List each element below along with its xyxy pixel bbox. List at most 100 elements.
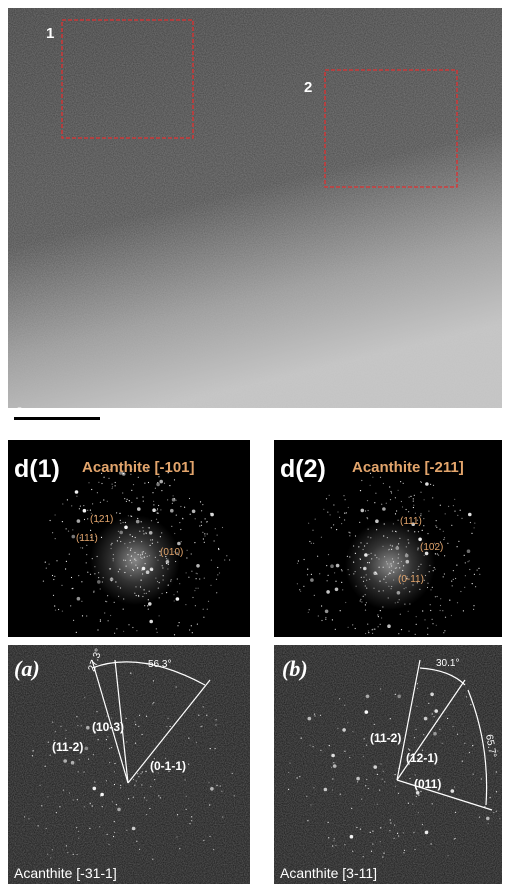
fft-spot: [134, 721, 135, 722]
fft-spot: [59, 806, 60, 807]
fft-spot: [135, 743, 136, 744]
fft-spot: [467, 549, 471, 553]
fft-spot: [88, 759, 89, 760]
fft-spot: [326, 565, 327, 566]
fft-spot: [423, 525, 424, 526]
fft-spot: [388, 549, 389, 550]
fft-spot: [123, 598, 124, 599]
fft-spot: [175, 500, 176, 501]
fft-spot: [71, 577, 72, 578]
fft-spot: [313, 543, 314, 544]
fft-spot: [114, 821, 115, 822]
fft-spot: [375, 519, 379, 523]
fft-spot: [427, 533, 428, 534]
fft-spot: [108, 844, 109, 845]
fft-spot: [312, 530, 313, 531]
fft-spot: [174, 533, 175, 534]
fft-spot: [54, 576, 55, 577]
fft-spot: [344, 844, 345, 845]
fft-spot: [383, 853, 384, 854]
fft-spot: [114, 633, 115, 634]
fft-spot: [146, 800, 147, 801]
fft-spot: [356, 777, 360, 781]
fft-spot: [145, 532, 146, 533]
fft-spot: [201, 521, 202, 522]
fft-spot: [210, 748, 211, 749]
fft-spot: [321, 605, 322, 606]
fft-spot: [149, 620, 153, 624]
fft-spot: [413, 572, 414, 573]
fft-spot: [347, 556, 348, 557]
fft-spot: [173, 594, 174, 595]
fft-spot: [166, 726, 167, 727]
fft-spot: [383, 535, 384, 536]
fft-spot: [100, 502, 101, 503]
panel-label: d(1): [14, 455, 60, 483]
fft-spot: [409, 603, 410, 604]
fft-spot: [417, 683, 418, 684]
fft-spot: [170, 509, 174, 513]
fft-spot: [416, 624, 417, 625]
fft-spot: [437, 553, 438, 554]
fft-spot: [363, 856, 364, 857]
fft-spot: [408, 631, 409, 632]
fft-spot: [129, 500, 130, 501]
fft-spot: [123, 609, 124, 610]
fft-spot: [136, 780, 137, 781]
fft-spot: [310, 745, 311, 746]
fft-spot: [360, 600, 361, 601]
fft-spot: [479, 817, 480, 818]
fft-spot: [444, 555, 445, 556]
fft-spot: [353, 562, 354, 563]
fft-spot: [298, 560, 299, 561]
fft-spot: [406, 509, 407, 510]
fft-spot: [337, 511, 338, 512]
fft-spot: [366, 602, 367, 603]
fft-spot: [171, 579, 172, 580]
fft-spot: [454, 511, 455, 512]
fft-spot: [387, 563, 388, 564]
fft-spot: [93, 754, 94, 755]
fft-spot: [167, 568, 168, 569]
fft-spot: [106, 716, 107, 717]
fft-spot: [328, 554, 329, 555]
fft-spot: [418, 812, 419, 813]
fft-spot: [465, 562, 466, 563]
fft-spot: [348, 569, 349, 570]
fft-spot: [143, 530, 144, 531]
fft-spot: [111, 747, 112, 748]
fft-spot: [330, 564, 334, 568]
fft-spot: [325, 610, 329, 614]
fft-spot: [437, 596, 438, 597]
fft-spot: [120, 541, 121, 542]
fft-spot: [457, 602, 458, 603]
fft-spot: [156, 510, 157, 511]
fft-spot: [78, 831, 79, 832]
fft-spot: [180, 506, 181, 507]
fft-spot: [158, 795, 159, 796]
fft-spot: [208, 601, 209, 602]
fft-spot: [153, 504, 154, 505]
fft-spot: [128, 515, 129, 516]
fft-spot: [453, 505, 454, 506]
fft-spot: [139, 715, 140, 716]
fft-spot: [47, 854, 48, 855]
fft-spot: [359, 522, 360, 523]
fft-spot: [166, 563, 167, 564]
fft-spot: [102, 806, 103, 807]
fft-spot: [430, 693, 434, 697]
fft-spot: [380, 610, 381, 611]
fft-spot: [401, 629, 402, 630]
fft-spot: [135, 560, 136, 561]
fft-spot: [132, 536, 133, 537]
fft-spot: [371, 558, 372, 559]
fft-spot: [395, 694, 396, 695]
fft-spot: [348, 627, 349, 628]
fft-spot: [473, 774, 474, 775]
fft-spot: [87, 572, 88, 573]
spot-label: (12-1): [406, 751, 438, 765]
angle-label: 56.3°: [148, 659, 171, 670]
fft-spot: [380, 477, 381, 478]
fft-spot: [423, 518, 424, 519]
fft-spot: [397, 591, 401, 595]
